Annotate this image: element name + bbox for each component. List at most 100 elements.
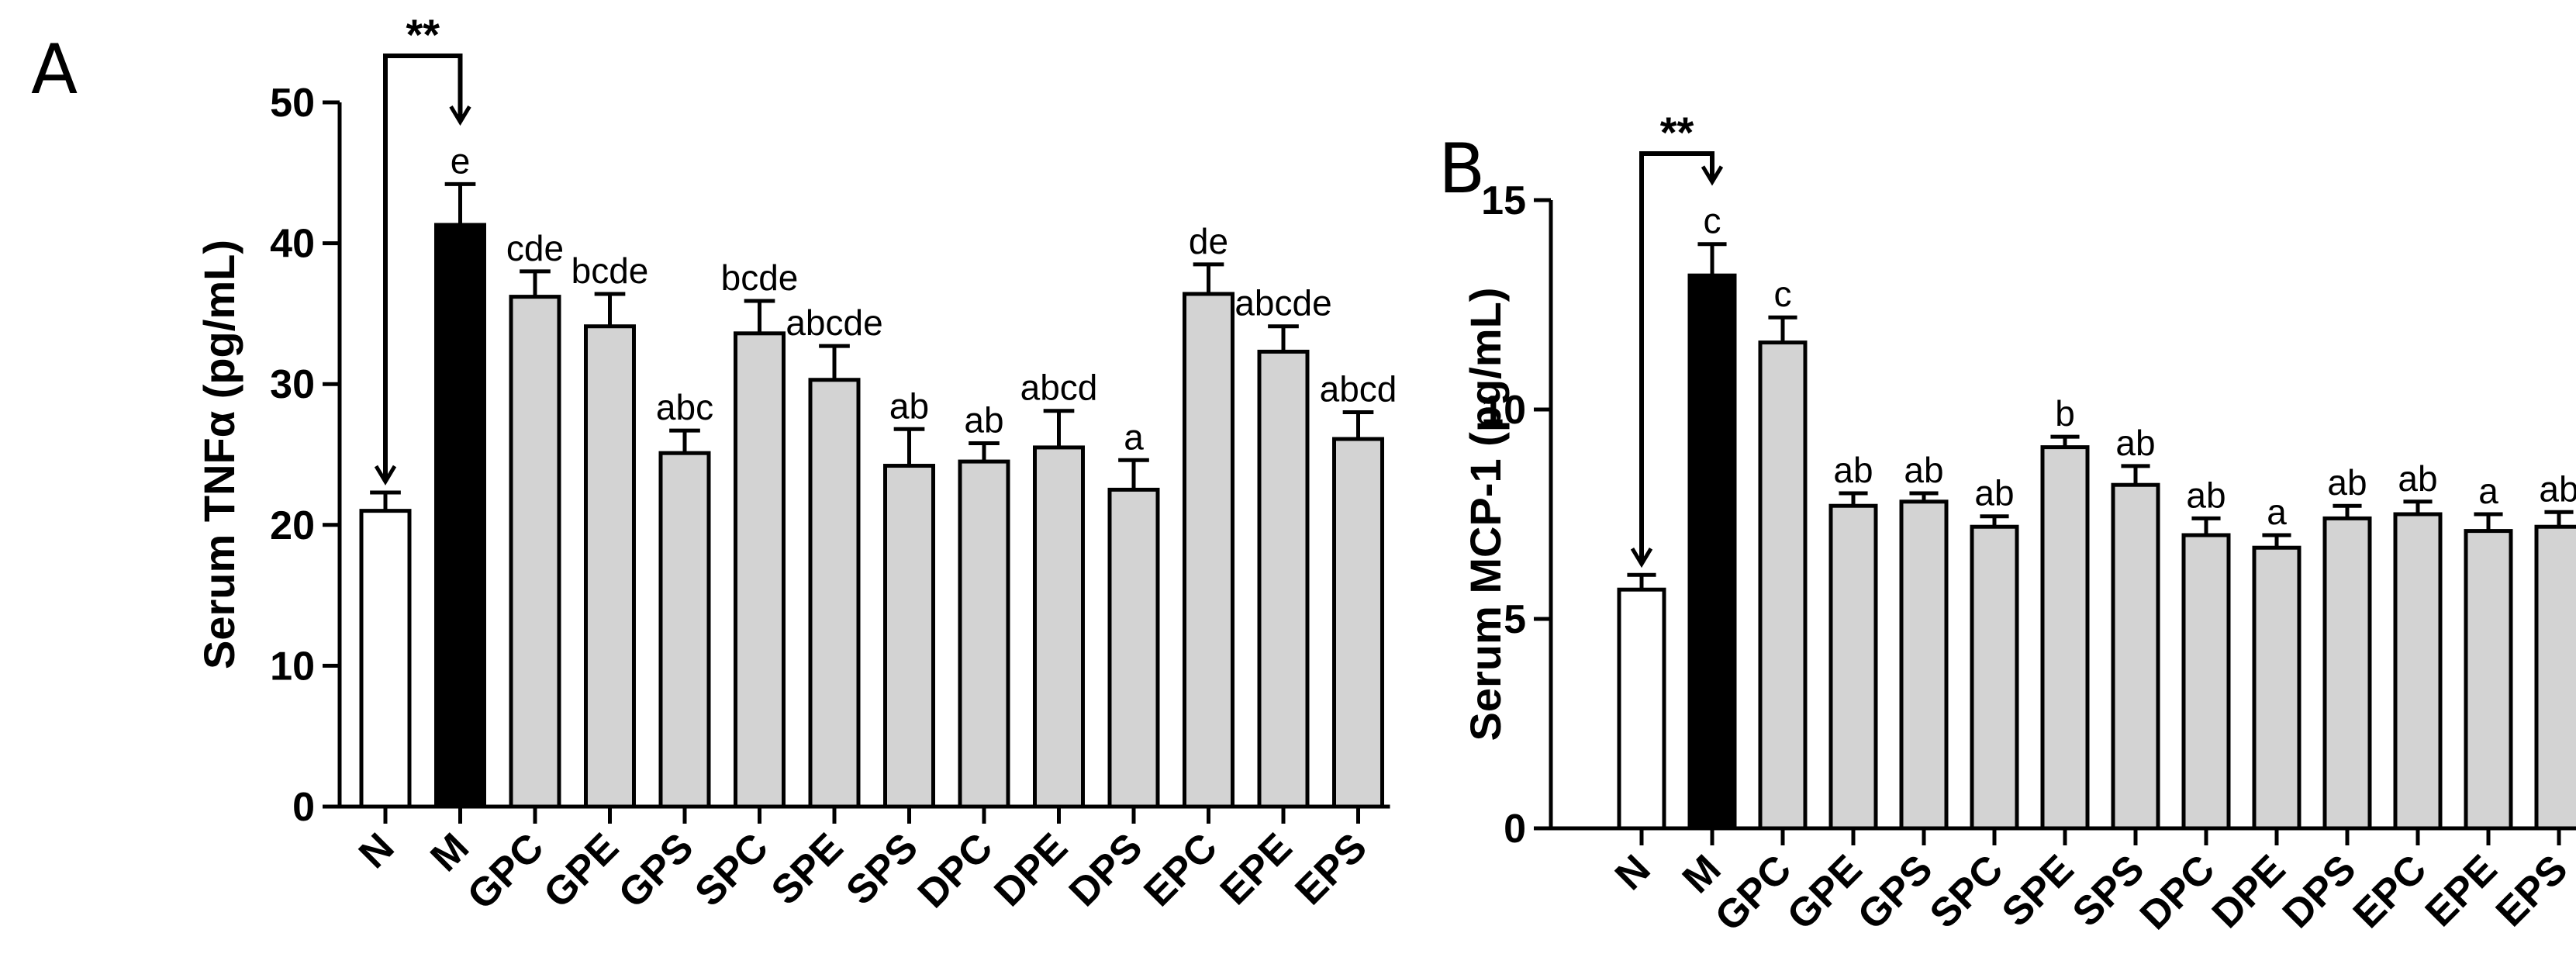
x-tick-label: EPS — [1286, 824, 1376, 914]
x-tick-label: GPC — [459, 824, 553, 918]
x-tick-label: SPE — [763, 824, 852, 914]
y-tick-label: 5 — [1504, 597, 1526, 642]
significance-arrowhead — [1630, 548, 1653, 568]
bar-dps — [1107, 487, 1160, 809]
y-tick-label: 10 — [1481, 388, 1526, 433]
bar-dpc — [958, 459, 1010, 809]
x-tick-label: DPS — [2274, 846, 2365, 937]
group-letter-label: ab — [1974, 473, 2014, 513]
bar-eps — [2534, 524, 2576, 831]
bar-gpc — [1758, 340, 1808, 831]
panel-letter: B — [1438, 129, 1485, 209]
y-tick-label: 0 — [1504, 807, 1526, 852]
bar-sps — [883, 464, 935, 809]
x-tick-label: DPC — [910, 824, 1002, 917]
group-letter-label: abcd — [1320, 369, 1397, 410]
y-tick-label: 20 — [270, 503, 315, 548]
x-tick-label: DPC — [2132, 846, 2224, 938]
x-tick-label: SPS — [837, 824, 927, 914]
y-axis-title: Serum TNFα (pg/mL) — [195, 240, 243, 669]
y-tick-label: 10 — [270, 644, 315, 689]
significance-arrowhead — [374, 465, 397, 486]
x-tick-label: SPC — [686, 824, 777, 915]
x-tick-label: EPC — [1135, 824, 1226, 915]
y-tick-label: 40 — [270, 222, 315, 267]
group-letter-label: ab — [2398, 458, 2437, 499]
x-tick-label: DPE — [2204, 846, 2295, 937]
bar-eps — [1332, 437, 1384, 809]
bar-spc — [1970, 524, 2019, 831]
bar-dpe — [2252, 545, 2301, 831]
group-letter-label: bcde — [571, 251, 649, 291]
x-tick-label: N — [350, 824, 403, 877]
x-tick-label: EPC — [2345, 846, 2436, 937]
bar-m — [434, 223, 486, 809]
x-tick-label: EPE — [1212, 824, 1301, 914]
x-tick-label: N — [1607, 846, 1659, 899]
bar-spc — [734, 331, 786, 809]
bar-gpe — [584, 324, 636, 809]
group-letter-label: a — [2478, 471, 2498, 511]
significance-stars: ** — [406, 10, 440, 59]
group-letter-label: abcd — [1020, 368, 1098, 408]
group-letter-label: ab — [1833, 450, 1873, 490]
group-letter-label: de — [1189, 221, 1228, 261]
bar-epe — [2464, 529, 2513, 831]
bar-dpc — [2181, 533, 2231, 831]
bar-spe — [808, 378, 861, 809]
group-letter-label: abcde — [1234, 283, 1331, 323]
group-letter-label: bcde — [721, 257, 799, 298]
group-letter-label: b — [2055, 393, 2075, 434]
bar-gps — [1899, 499, 1949, 831]
x-tick-label: DPS — [1061, 824, 1152, 915]
x-tick-label: EPS — [2488, 846, 2576, 935]
bar-n — [359, 509, 412, 809]
x-tick-label: GPS — [610, 824, 703, 917]
x-tick-label: GPC — [1707, 846, 1801, 940]
significance-arrowhead — [1701, 165, 1724, 186]
significance-bracket — [383, 54, 463, 482]
bar-sps — [2111, 482, 2160, 831]
group-letter-label: ab — [1904, 450, 1943, 490]
group-letter-label: ab — [2539, 468, 2576, 509]
bar-gps — [658, 451, 711, 809]
bar-epc — [2393, 512, 2443, 831]
bar-m — [1687, 273, 1737, 831]
group-letter-label: abcde — [786, 302, 882, 343]
significance-stars: ** — [1660, 108, 1694, 157]
x-tick-label: EPE — [2417, 846, 2506, 935]
bar-dps — [2322, 516, 2372, 831]
group-letter-label: e — [451, 140, 471, 181]
bar-spe — [2040, 445, 2090, 831]
bar-gpe — [1828, 503, 1878, 831]
group-letter-label: a — [2267, 492, 2287, 532]
bar-epc — [1183, 292, 1234, 809]
group-letter-label: c — [1704, 201, 1721, 241]
group-letter-label: ab — [2327, 462, 2367, 503]
y-tick-label: 0 — [292, 785, 315, 830]
significance-arrowhead — [449, 105, 471, 126]
group-letter-label: ab — [2186, 475, 2226, 515]
group-letter-label: a — [1124, 416, 1144, 457]
group-letter-label: ab — [889, 385, 929, 426]
bar-gpc — [509, 295, 561, 809]
x-tick-label: M — [422, 824, 478, 880]
group-letter-label: c — [1774, 274, 1792, 314]
x-tick-label: SPS — [2064, 846, 2153, 935]
x-tick-label: DPE — [986, 824, 1076, 915]
x-tick-label: SPC — [1922, 846, 2012, 937]
group-letter-label: ab — [964, 399, 1003, 440]
y-tick-label: 15 — [1481, 178, 1526, 223]
x-tick-label: GPE — [1779, 846, 1871, 938]
y-tick-label: 50 — [270, 81, 315, 126]
x-tick-label: GPS — [1849, 846, 1942, 938]
bar-dpe — [1033, 445, 1085, 809]
bar-n — [1617, 587, 1666, 831]
y-axis-title: Serum MCP-1 (pg/mL) — [1461, 288, 1510, 741]
group-letter-label: cde — [506, 228, 564, 268]
y-tick-label: 30 — [270, 362, 315, 407]
x-tick-label: GPE — [535, 824, 627, 917]
